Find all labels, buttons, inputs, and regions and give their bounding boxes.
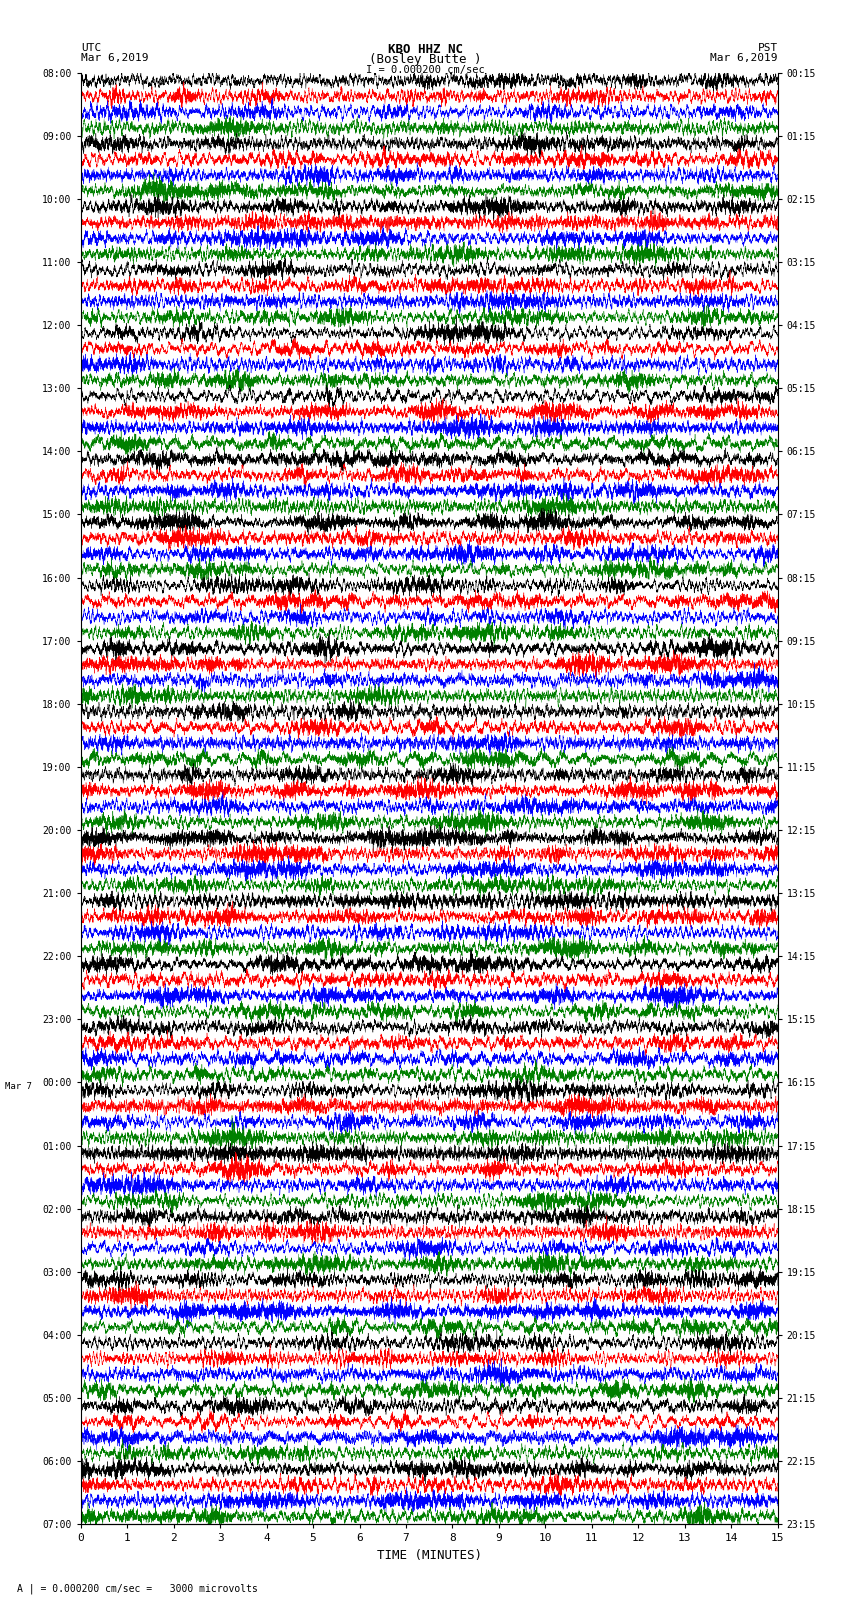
Text: A | = 0.000200 cm/sec =   3000 microvolts: A | = 0.000200 cm/sec = 3000 microvolts	[17, 1582, 258, 1594]
Text: Mar 6,2019: Mar 6,2019	[711, 53, 778, 63]
Text: UTC: UTC	[81, 44, 101, 53]
Text: KBO HHZ NC: KBO HHZ NC	[388, 44, 462, 56]
Text: Mar 6,2019: Mar 6,2019	[81, 53, 148, 63]
Text: (Bosley Butte ): (Bosley Butte )	[369, 53, 481, 66]
Text: PST: PST	[757, 44, 778, 53]
Text: Mar 7: Mar 7	[5, 1082, 32, 1092]
Text: I = 0.000200 cm/sec: I = 0.000200 cm/sec	[366, 65, 484, 74]
X-axis label: TIME (MINUTES): TIME (MINUTES)	[377, 1548, 482, 1561]
